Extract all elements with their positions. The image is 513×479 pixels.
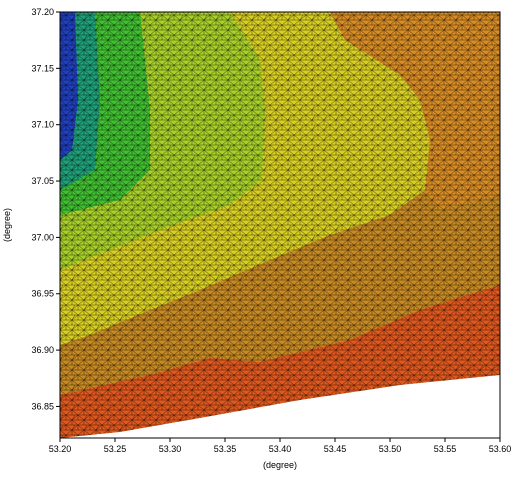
- x-tick-label: 53.55: [434, 444, 457, 454]
- y-tick-label: 36.85: [31, 401, 54, 411]
- y-tick-label: 36.90: [31, 345, 54, 355]
- x-tick-label: 53.50: [379, 444, 402, 454]
- x-tick-label: 53.20: [49, 444, 72, 454]
- x-tick-label: 53.60: [489, 444, 512, 454]
- y-tick-label: 37.20: [31, 7, 54, 17]
- x-axis-label: (degree): [263, 460, 297, 470]
- x-tick-label: 53.30: [159, 444, 182, 454]
- x-tick-label: 53.45: [324, 444, 347, 454]
- y-tick-label: 37.00: [31, 232, 54, 242]
- mesh-plot: [60, 12, 500, 438]
- y-tick-label: 36.95: [31, 289, 54, 299]
- y-axis-label: (degree): [2, 208, 12, 242]
- x-tick-label: 53.35: [214, 444, 237, 454]
- y-tick-label: 37.15: [31, 63, 54, 73]
- x-tick-label: 53.40: [269, 444, 292, 454]
- y-tick-label: 37.05: [31, 176, 54, 186]
- y-tick-label: 37.10: [31, 120, 54, 130]
- x-tick-label: 53.25: [104, 444, 127, 454]
